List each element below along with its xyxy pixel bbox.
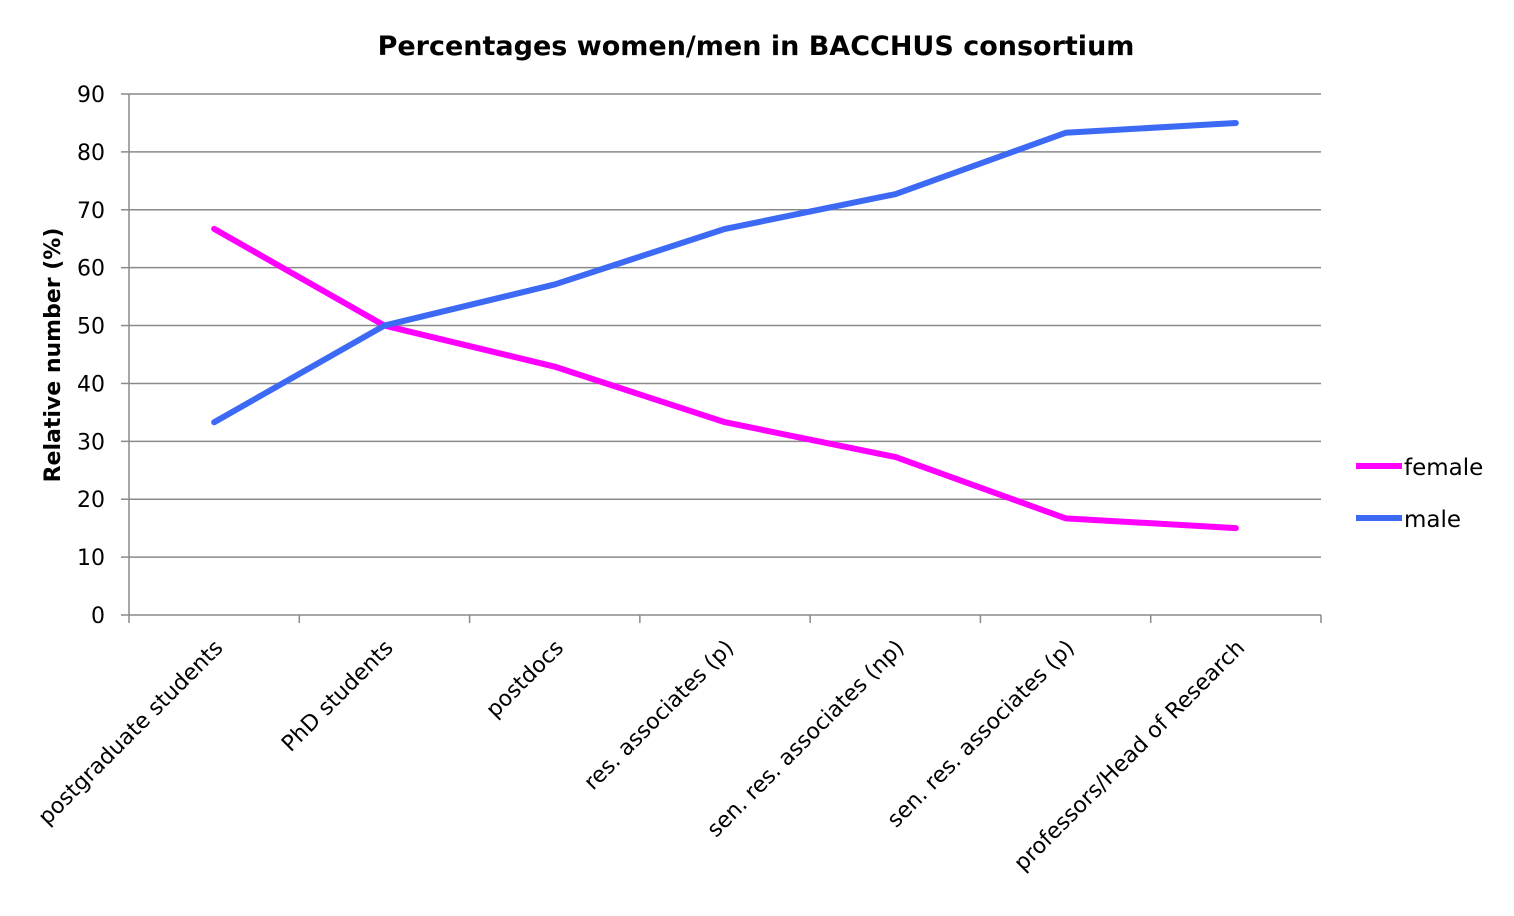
legend: female male xyxy=(1356,455,1483,533)
x-tick-label: PhD students xyxy=(277,636,398,757)
y-tick-label: 90 xyxy=(77,83,105,108)
gridlines xyxy=(129,93,1321,558)
x-tick-label: postgraduate students xyxy=(34,636,229,831)
series-line-female xyxy=(211,225,1239,532)
y-axis-label: Relative number (%) xyxy=(41,228,66,483)
axes xyxy=(121,93,1322,623)
y-tick-label: 40 xyxy=(77,372,105,397)
x-tick-label: res. associates (p) xyxy=(580,636,740,796)
x-tick-label: sen. res. associates (np) xyxy=(703,636,910,843)
y-tick-label: 0 xyxy=(91,604,105,629)
chart-title: Percentages women/men in BACCHUS consort… xyxy=(378,31,1135,62)
y-tick-label: 30 xyxy=(77,430,105,455)
y-tick-label: 60 xyxy=(77,257,105,282)
y-tick-labels: 0 10 20 30 40 50 60 70 80 90 xyxy=(77,83,105,629)
y-tick-label: 20 xyxy=(77,488,105,513)
series-line-male xyxy=(211,119,1239,426)
y-tick-label: 70 xyxy=(77,199,105,224)
x-tick-label: postdocs xyxy=(482,636,569,723)
series-lines xyxy=(211,119,1239,532)
x-tick-label: sen. res. associates (p) xyxy=(883,636,1080,833)
legend-label-female: female xyxy=(1404,455,1483,481)
y-tick-label: 10 xyxy=(77,546,105,571)
x-tick-labels: postgraduate students PhD students postdoc… xyxy=(34,636,1250,877)
y-tick-label: 50 xyxy=(77,315,105,340)
legend-label-male: male xyxy=(1404,507,1461,533)
y-tick-label: 80 xyxy=(77,141,105,166)
